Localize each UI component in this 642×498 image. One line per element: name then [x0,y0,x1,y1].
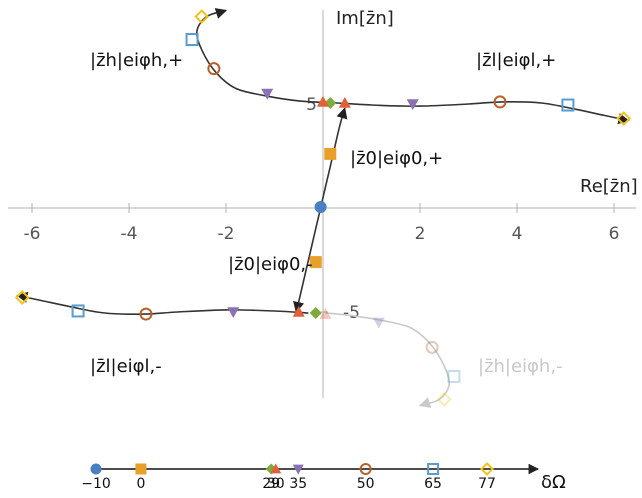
y-axis-label: Im[z̄n] [336,8,394,29]
x-tick-label: 2 [415,224,426,244]
triangle-up-marker [338,96,351,108]
diamond-open-marker [436,391,452,407]
square-open-marker [71,304,85,318]
square-open-marker [185,33,199,47]
triangle-down-marker [406,99,419,110]
y-ticks: 5 -5 [306,95,360,323]
delta-omega-tick-label: 77 [478,476,496,492]
circle-open-marker [359,463,372,475]
annotation-zl-minus: |z̄l|eiφl,- [90,356,162,377]
diamond-open-marker [14,290,30,305]
x-tick-label: -4 [121,224,138,244]
delta-omega-tick-label: 50 [357,476,375,492]
y-tick-label: -5 [343,303,360,323]
x-tick-label: 6 [609,224,620,244]
x-axis-label: Re[z̄n] [580,176,638,197]
annotation-z0-minus: |z̄0|eiφ0,- [228,254,313,275]
delta-omega-tick-label: 30 [267,476,285,492]
series-curve [337,101,630,125]
y-tick-label: 5 [306,95,317,115]
series-curve [293,207,322,314]
square-filled-marker [135,463,147,475]
annotation-zl-plus: |z̄l|eiφl,+ [476,50,556,71]
triangle-up-marker [319,308,332,319]
annotation-z0-plus: |z̄0|eiφ0,+ [350,148,443,169]
series-curve [325,312,451,408]
circle-open-marker [425,340,439,354]
delta-omega-tick-label: 0 [136,476,145,492]
circle-open-marker [493,95,507,109]
data-markers [14,9,632,407]
series-curve [16,291,309,315]
square-open-marker [447,369,461,383]
triangle-down-marker [227,307,240,318]
triangle-down-marker [261,88,274,100]
delta-omega-tick-label: 29 [262,476,280,492]
delta-omega-label: δΩ [541,472,566,493]
square-open-marker [427,463,440,475]
circle-open-marker [207,62,221,76]
diamond-open-marker [480,462,494,476]
x-ticks: -6 -4 -2 2 4 6 [24,203,620,244]
annotation-zh-plus: |z̄h|eiφh,+ [90,50,183,71]
x-tick-label: -2 [218,224,235,244]
triangle-up-marker [270,463,282,474]
square-open-marker [561,98,575,112]
triangle-up-marker [317,95,329,107]
diamond-filled-marker [309,307,322,320]
circle-open-marker [139,307,153,321]
triangle-up-marker [292,306,305,317]
circle-filled-marker [314,200,327,213]
triangle-down-marker [372,317,385,329]
square-filled-marker [309,256,322,269]
delta-omega-tick-label: 35 [289,476,307,492]
annotation-zh-minus: |z̄h|eiφh,- [478,356,563,377]
diamond-open-marker [616,111,632,126]
x-tick-label: 4 [512,224,523,244]
delta-omega-tick-label: −10 [81,476,111,492]
triangle-down-marker [292,464,304,475]
square-filled-marker [324,147,337,160]
diamond-open-marker [194,9,210,25]
circle-filled-marker [90,463,102,475]
x-tick-label: -6 [24,224,41,244]
delta-omega-tick-label: 65 [424,476,442,492]
